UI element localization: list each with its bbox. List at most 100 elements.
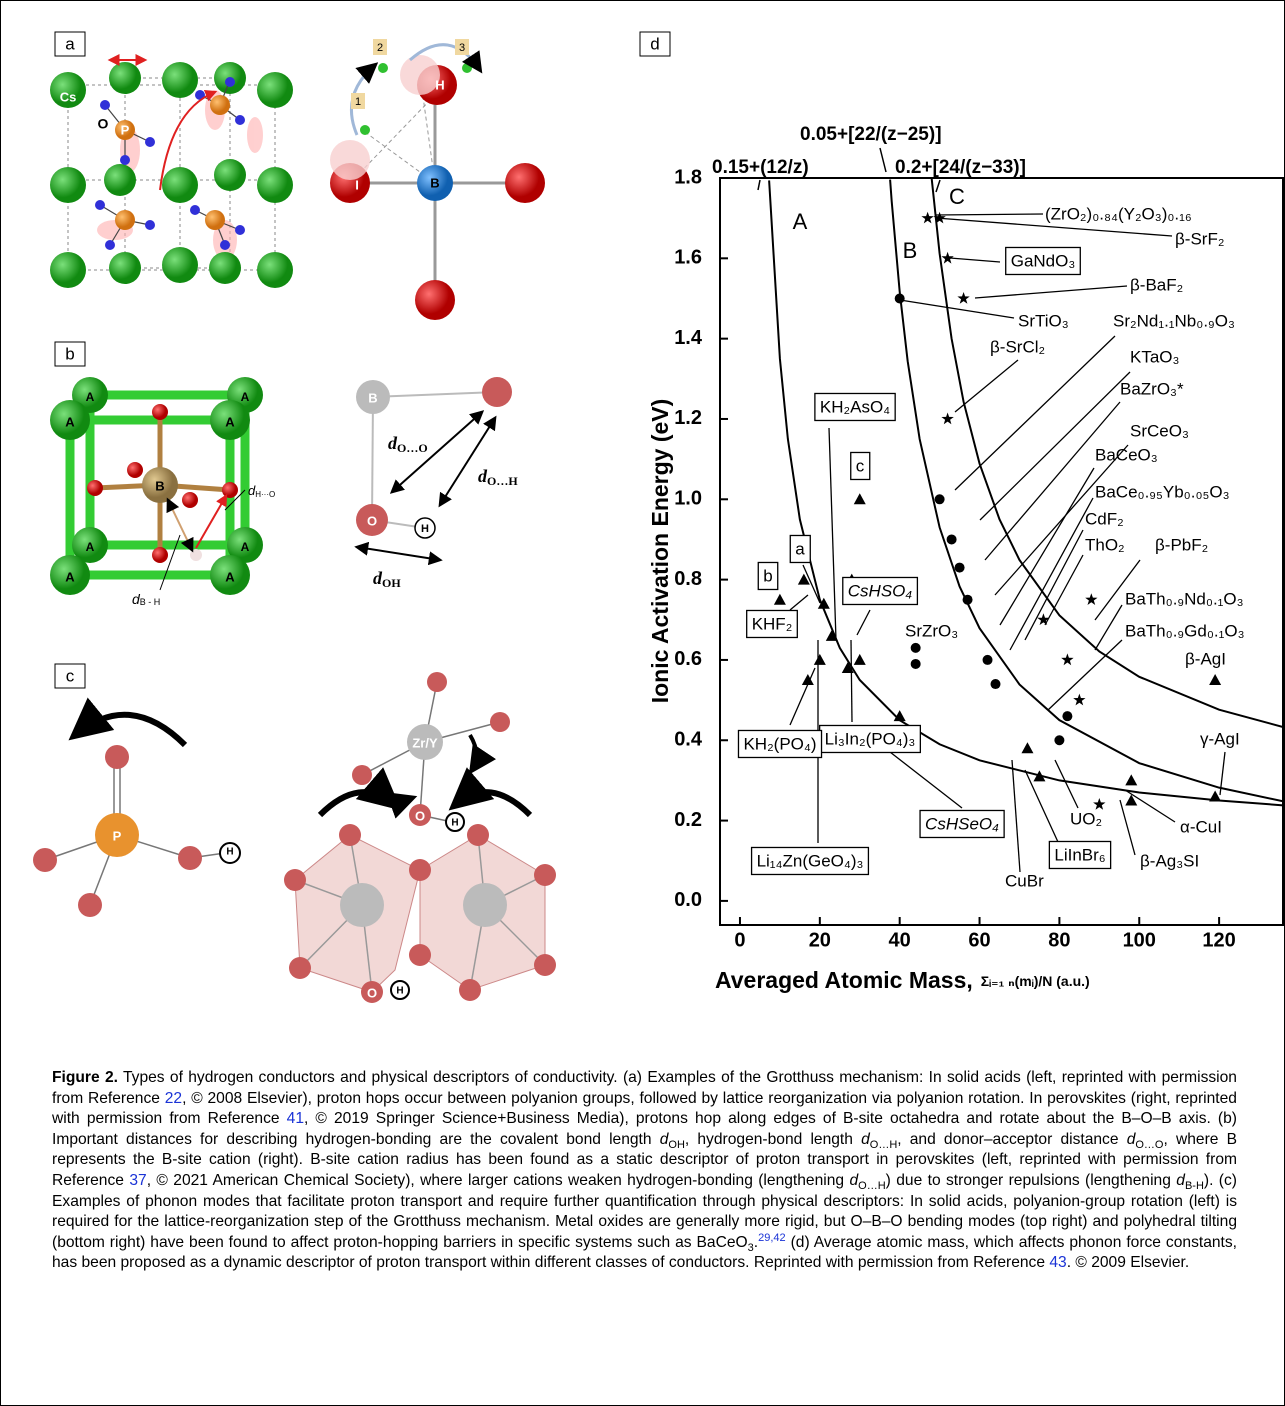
atom-label: O (367, 985, 377, 1000)
atom-label: A (241, 390, 250, 404)
caption-text: 29,42 (758, 1232, 786, 1244)
compound-label: β-SrF₂ (1175, 229, 1224, 248)
caption-text: O…O (1135, 1139, 1163, 1151)
atom-label: Zr/Y (412, 735, 438, 750)
x-tick-label: 80 (1048, 929, 1070, 951)
data-point (1085, 593, 1097, 605)
curve-pointer (880, 148, 886, 172)
data-point (947, 534, 957, 544)
leader-line (857, 610, 870, 635)
step-label: 1 (355, 96, 361, 108)
compound-label: GaNdO₃ (1011, 251, 1076, 270)
y-tick-label: 1.0 (674, 488, 702, 510)
distance-label: dOH (373, 568, 401, 590)
data-point (854, 493, 866, 504)
atom-label: A (86, 540, 95, 554)
panel-d: d Ionic Activation Energy (eV) Averaged … (640, 32, 1283, 993)
region-label: A (793, 209, 808, 234)
caption-text: B-H (1185, 1180, 1204, 1192)
data-point (774, 594, 786, 605)
caption-text: d (1176, 1172, 1185, 1189)
caption-text: 37 (129, 1172, 146, 1189)
atom-label: H (421, 523, 429, 535)
atom-label: H (451, 818, 458, 829)
leader-line (1048, 640, 1122, 710)
x-tick-label: 0 (734, 929, 745, 951)
compound-label: β-PbF₂ (1155, 535, 1208, 554)
leader-line (950, 258, 1000, 262)
x-tick-label: 40 (889, 929, 911, 951)
leader-line (955, 336, 1115, 490)
step-label: 3 (459, 42, 465, 54)
compound-label: BaCeO₃ (1095, 445, 1158, 464)
caption-text: d (849, 1172, 858, 1189)
curve-formula: 0.15+(12/z) (712, 157, 809, 178)
atom-label: P (121, 122, 130, 137)
caption-text: 43 (1049, 1254, 1066, 1271)
compound-label: CuBr (1005, 871, 1044, 890)
leader-line (790, 595, 808, 610)
caption-text: 41 (287, 1110, 304, 1127)
leader-line (890, 752, 962, 808)
data-point (941, 413, 953, 425)
leader-line (955, 360, 1018, 412)
leader-line (1012, 760, 1020, 872)
compound-label: SrTiO₃ (1018, 311, 1069, 330)
leader-line (790, 668, 815, 725)
caption-text: OH (668, 1139, 685, 1151)
atom-label: Cs (60, 89, 77, 104)
compound-label: ThO₂ (1085, 535, 1125, 554)
panel-label: c (66, 666, 75, 685)
atom-label: B (430, 175, 439, 190)
atom-label: B (368, 390, 377, 405)
leader-line (1120, 800, 1135, 855)
curve-formula: 0.2+[24/(z−33)] (895, 157, 1026, 178)
data-point (1209, 674, 1221, 685)
atoms (50, 60, 293, 288)
panel-label: a (65, 34, 75, 53)
data-point (1209, 790, 1221, 801)
compound-label: b (763, 566, 772, 585)
data-point (957, 292, 969, 304)
leader-line (1025, 530, 1083, 640)
data-point (983, 655, 993, 665)
atom-label: B (155, 478, 164, 493)
distance-label: dH···O (248, 483, 275, 499)
curve-pointer (758, 180, 760, 190)
caption-label: Figure 2. (52, 1069, 118, 1086)
compound-label: Li₁₄Zn(GeO₄)₃ (757, 851, 864, 870)
atom-label: H (226, 847, 233, 858)
x-tick-label: 120 (1202, 929, 1235, 951)
y-tick-label: 1.8 (674, 166, 702, 188)
data-point (895, 293, 905, 303)
atom-label: A (65, 569, 75, 584)
compound-label: KHF₂ (752, 614, 793, 633)
distance-label: dO…H (478, 466, 518, 488)
region-label: B (903, 238, 918, 263)
leader-line (829, 428, 836, 640)
compound-label: (ZrO₂)₀.₈₄(Y₂O₃)₀.₁₆ (1045, 204, 1192, 223)
y-tick-label: 0.6 (674, 648, 702, 670)
atom-label: O (98, 116, 109, 132)
atom-label: O (367, 513, 377, 528)
atom-label: H (396, 986, 403, 997)
compound-label: BaZrO₃* (1120, 379, 1184, 398)
data-point (911, 659, 921, 669)
atom-label: A (225, 569, 235, 584)
data-point (1125, 774, 1137, 785)
panel-label: b (65, 344, 74, 363)
step-label: 2 (377, 42, 383, 54)
x-tick-label: 100 (1123, 929, 1156, 951)
caption-text: , © 2021 American Chemical Society), whe… (147, 1172, 850, 1189)
caption-text: 22 (165, 1090, 182, 1107)
x-tick-label: 60 (968, 929, 990, 951)
page: a Cs O P 1 2 3 H I B b A (0, 0, 1285, 1406)
y-axis-label: Ionic Activation Energy (eV) (647, 399, 673, 704)
y-tick-label: 0.0 (674, 889, 702, 911)
x-axis-label: Averaged Atomic Mass,Σᵢ₌₁ ₙ(mᵢ)/N (a.u.) (715, 967, 1090, 993)
data-point (1061, 653, 1073, 665)
caption-text: , and donor–acceptor distance (897, 1131, 1126, 1148)
compound-label: SrZrO₃ (905, 621, 958, 640)
x-tick-label: 20 (809, 929, 831, 951)
compound-label: β-SrCl₂ (990, 337, 1045, 356)
